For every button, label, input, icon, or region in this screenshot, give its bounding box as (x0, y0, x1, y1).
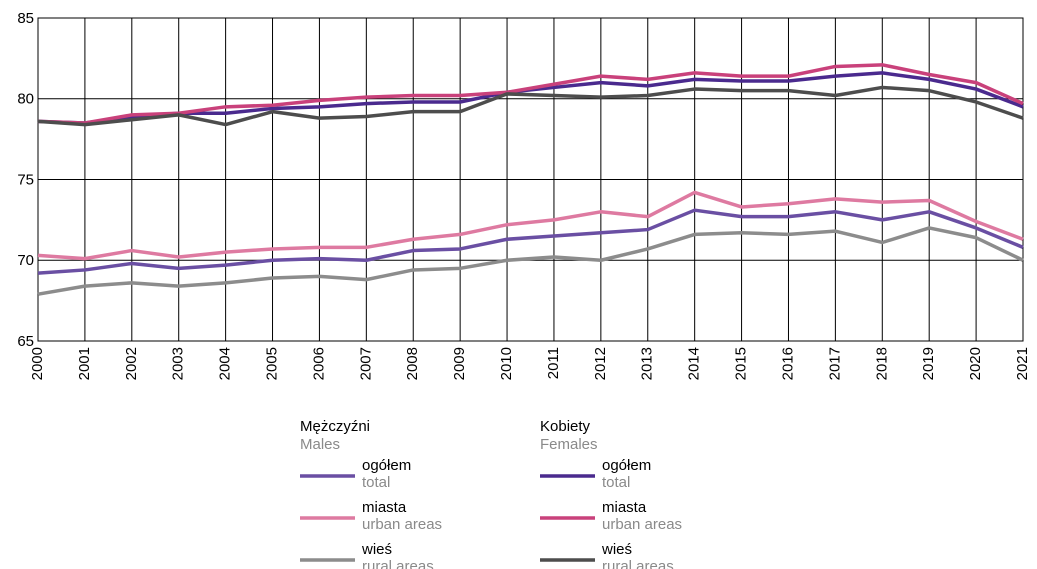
x-tick-label: 2007 (357, 347, 374, 380)
y-tick-label: 75 (17, 171, 34, 188)
x-tick-label: 2013 (639, 347, 656, 380)
x-tick-label: 2004 (217, 347, 234, 380)
legend-label: wieś (361, 541, 392, 558)
x-tick-label: 2012 (592, 347, 609, 380)
x-tick-label: 2018 (873, 347, 890, 380)
x-tick-label: 2003 (170, 347, 187, 380)
x-tick-label: 2002 (123, 347, 140, 380)
legend-sublabel: rural areas (602, 558, 674, 569)
legend-group-title: Mężczyźni (300, 418, 370, 435)
legend-group-title: Kobiety (540, 418, 591, 435)
legend-label: ogółem (602, 457, 651, 474)
legend-group-subtitle: Females (540, 436, 598, 453)
legend-label: miasta (602, 499, 647, 516)
x-tick-label: 2016 (779, 347, 796, 380)
x-tick-label: 2008 (404, 347, 421, 380)
legend-label: ogółem (362, 457, 411, 474)
legend-group-subtitle: Males (300, 436, 340, 453)
series-line (37, 85, 1024, 127)
series-line (37, 190, 1024, 261)
legend-label: wieś (601, 541, 632, 558)
y-tick-label: 85 (17, 10, 34, 27)
x-tick-label: 2011 (545, 347, 562, 379)
x-tick-label: 2006 (310, 347, 327, 380)
x-tick-label: 2020 (967, 347, 984, 380)
legend-sublabel: rural areas (362, 558, 434, 569)
x-tick-label: 2014 (686, 347, 703, 380)
y-tick-label: 80 (17, 91, 34, 108)
series-line (37, 63, 1024, 125)
x-tick-label: 2015 (733, 347, 750, 380)
x-tick-label: 2000 (29, 347, 46, 380)
x-tick-label: 2010 (498, 347, 515, 380)
legend-label: miasta (362, 499, 407, 516)
x-tick-label: 2017 (826, 347, 843, 380)
x-tick-label: 2005 (263, 347, 280, 380)
series-line (37, 226, 1024, 296)
x-tick-label: 2021 (1014, 347, 1031, 380)
y-tick-label: 65 (17, 333, 34, 350)
x-tick-label: 2009 (451, 347, 468, 380)
y-tick-label: 70 (17, 252, 34, 269)
x-tick-label: 2001 (76, 347, 93, 380)
legend-sublabel: total (362, 474, 390, 491)
legend-sublabel: total (602, 474, 630, 491)
plot-border (37, 17, 1024, 342)
x-tick-label: 2019 (920, 347, 937, 380)
series-line (37, 208, 1024, 275)
legend-sublabel: urban areas (362, 516, 442, 533)
legend-sublabel: urban areas (602, 516, 682, 533)
